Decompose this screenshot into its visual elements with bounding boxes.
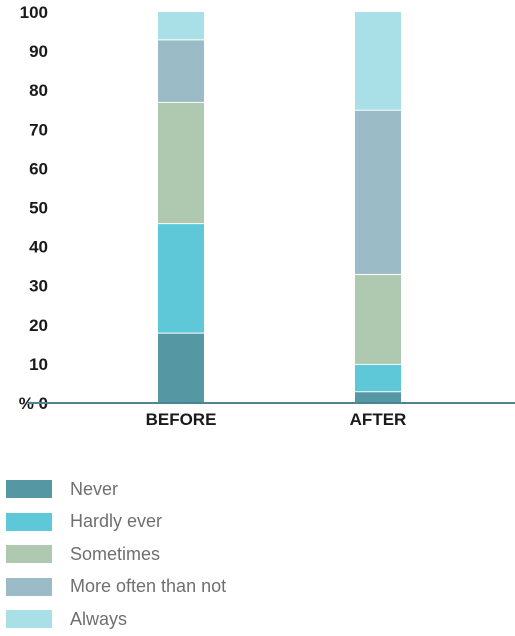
legend-swatch	[6, 480, 52, 499]
bar-segment-before-hardly-ever	[158, 223, 204, 333]
bar-segment-after-always	[355, 12, 401, 110]
category-label-after: AFTER	[350, 410, 407, 429]
bar-segment-after-never	[355, 391, 401, 403]
bar-segment-before-sometimes	[158, 101, 204, 224]
y-tick-label: 90	[29, 42, 48, 61]
bar-segment-after-hardly-ever	[355, 363, 401, 392]
bar-segments	[158, 12, 401, 403]
legend-item: More often than not	[6, 571, 226, 604]
category-label-before: BEFORE	[146, 410, 217, 429]
y-tick-label: 60	[29, 159, 48, 178]
legend-swatch	[6, 610, 52, 629]
bar-segment-before-more-often-than-not	[158, 39, 204, 102]
category-labels: BEFORE AFTER	[146, 410, 407, 429]
legend-label: Hardly ever	[70, 511, 163, 532]
y-tick-label: 20	[29, 316, 48, 335]
legend-label: Never	[70, 478, 119, 499]
y-tick-label: 40	[29, 238, 48, 257]
y-tick-label: 80	[29, 81, 48, 100]
legend-swatch	[6, 577, 52, 596]
legend-item: Always	[6, 603, 226, 636]
y-tick-label: 70	[29, 120, 48, 139]
bar-segment-after-sometimes	[355, 273, 401, 364]
legend-label: Always	[70, 608, 128, 629]
legend-item: Never	[6, 473, 226, 506]
legend-swatch	[6, 512, 52, 531]
legend: Never Hardly ever Sometimes More often than…	[6, 473, 226, 636]
legend-swatch	[6, 545, 52, 564]
bar-segment-before-never	[158, 332, 204, 403]
y-tick-label: 30	[29, 277, 48, 296]
legend-item: Sometimes	[6, 538, 226, 571]
y-tick-label: 100	[20, 3, 48, 22]
legend-item: Hardly ever	[6, 506, 226, 539]
legend-label: More often than not	[70, 576, 227, 597]
legend-label: Sometimes	[70, 543, 161, 564]
bar-segment-before-always	[158, 12, 204, 40]
bar-segment-after-more-often-than-not	[355, 109, 401, 274]
y-tick-label: 50	[29, 199, 48, 218]
y-tick-label: 10	[29, 355, 48, 374]
